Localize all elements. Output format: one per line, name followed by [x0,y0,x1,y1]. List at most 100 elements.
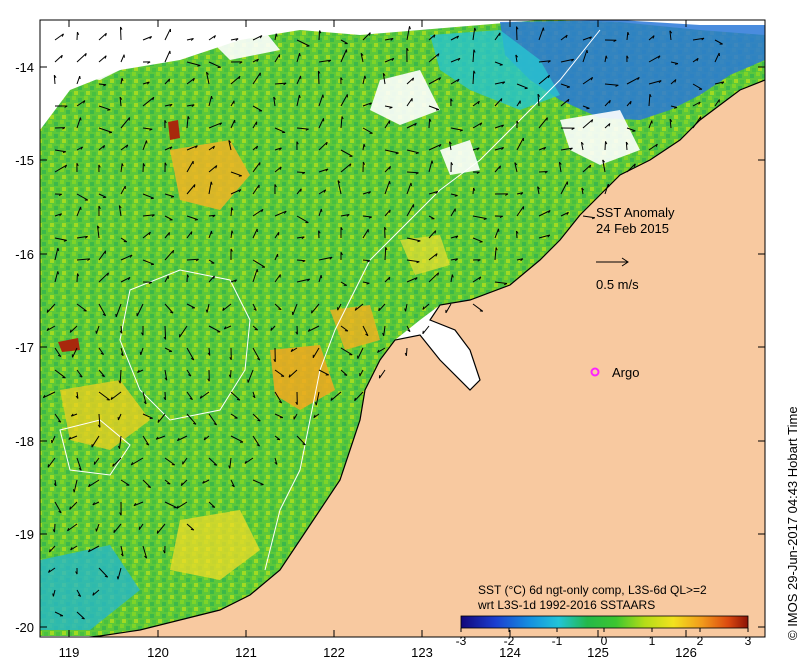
velocity-arrow [313,413,320,419]
sst-cyan-region [430,30,560,110]
velocity-arrow [422,325,430,335]
velocity-arrow-head [205,309,208,313]
velocity-arrow [164,146,173,151]
velocity-arrow [230,207,233,217]
velocity-arrow-head [295,331,298,335]
velocity-arrow-head [388,276,391,281]
velocity-arrow [362,229,369,239]
velocity-arrow [384,38,394,41]
velocity-arrow [142,214,155,217]
velocity-arrow [95,325,100,334]
velocity-arrow [315,391,320,406]
velocity-arrow-head [77,273,80,277]
velocity-arrow [274,232,280,239]
velocity-arrow [208,122,222,129]
velocity-arrow-head [340,77,343,81]
velocity-arrow [164,103,173,107]
y-tick-label: -16 [15,247,34,262]
velocity-arrow [516,26,518,41]
velocity-arrow-head [542,27,545,31]
velocity-arrow [54,347,62,357]
velocity-arrow-head [589,164,592,169]
velocity-arrow [76,146,83,151]
velocity-arrow [274,82,287,85]
velocity-arrow [142,435,150,446]
velocity-arrow [516,137,524,151]
velocity-arrow [714,81,725,85]
y-tick-label: -15 [15,153,34,168]
velocity-arrow-head [341,116,344,120]
velocity-arrow-head [340,252,343,256]
colorbar-tick-label: 0 [601,634,608,648]
velocity-arrow [670,105,678,108]
velocity-arrow-head [202,480,205,484]
velocity-arrow [54,33,64,41]
velocity-arrow [318,30,321,41]
velocity-arrow-head [70,413,74,417]
velocity-arrow-head [669,30,673,34]
velocity-arrow-head [543,147,547,151]
velocity-arrow [428,77,441,85]
velocity-arrow-head [673,107,678,109]
velocity-arrow-head [627,32,630,36]
velocity-arrow [472,49,475,63]
velocity-arrow-head [566,86,570,88]
velocity-arrow-head [104,55,107,59]
velocity-arrow [384,105,393,108]
velocity-arrow-head [457,57,461,61]
velocity-arrow-head [60,55,63,59]
velocity-arrow [68,435,78,440]
velocity-arrow [98,303,107,316]
velocity-arrow-head [144,555,147,559]
velocity-arrow [230,479,235,488]
velocity-arrow-head [473,187,476,191]
velocity-arrow-head [415,172,419,175]
y-tick-label: -14 [15,60,34,75]
velocity-arrow-head [499,165,501,169]
velocity-arrow-head [516,120,519,124]
velocity-arrow-head [75,395,79,399]
velocity-arrow-head [110,396,113,400]
velocity-arrow-head [516,26,519,30]
velocity-arrow-head [501,124,504,128]
velocity-arrow [252,435,261,447]
velocity-arrow [208,95,212,107]
velocity-arrow-head [389,181,391,185]
velocity-arrow [582,36,592,41]
velocity-arrow [208,413,218,426]
velocity-arrow-head [148,231,151,235]
plot-frame [39,19,766,638]
velocity-arrow-head [499,215,503,219]
velocity-arrow [54,271,59,283]
velocity-arrow [648,120,653,129]
velocity-arrow-head [435,191,439,194]
velocity-arrow-head [207,352,211,356]
velocity-arrow [692,57,699,63]
velocity-arrow [52,589,56,597]
contour-line [119,269,251,421]
velocity-arrow [296,188,302,195]
velocity-arrow [252,208,264,217]
velocity-arrow [514,162,518,173]
velocity-arrow [296,171,306,174]
velocity-arrow-head [343,374,348,376]
warm-patch [400,235,450,275]
velocity-arrow-head [120,353,124,357]
velocity-arrow [112,457,122,467]
velocity-arrow-head [98,205,101,209]
velocity-arrow [186,61,201,66]
velocity-arrow [164,28,171,41]
velocity-arrow-head [87,549,91,553]
velocity-arrow [538,27,544,41]
velocity-arrow [98,567,109,578]
velocity-arrow-head [97,424,101,428]
velocity-arrow [118,205,122,217]
velocity-arrow-head [437,272,440,276]
velocity-arrow [186,145,198,151]
velocity-arrow-head [84,53,87,57]
velocity-arrow [692,101,701,107]
velocity-arrow-head [537,93,541,97]
velocity-arrow-head [116,576,119,580]
velocity-arrow [450,193,458,196]
velocity-arrow-head [395,152,399,155]
